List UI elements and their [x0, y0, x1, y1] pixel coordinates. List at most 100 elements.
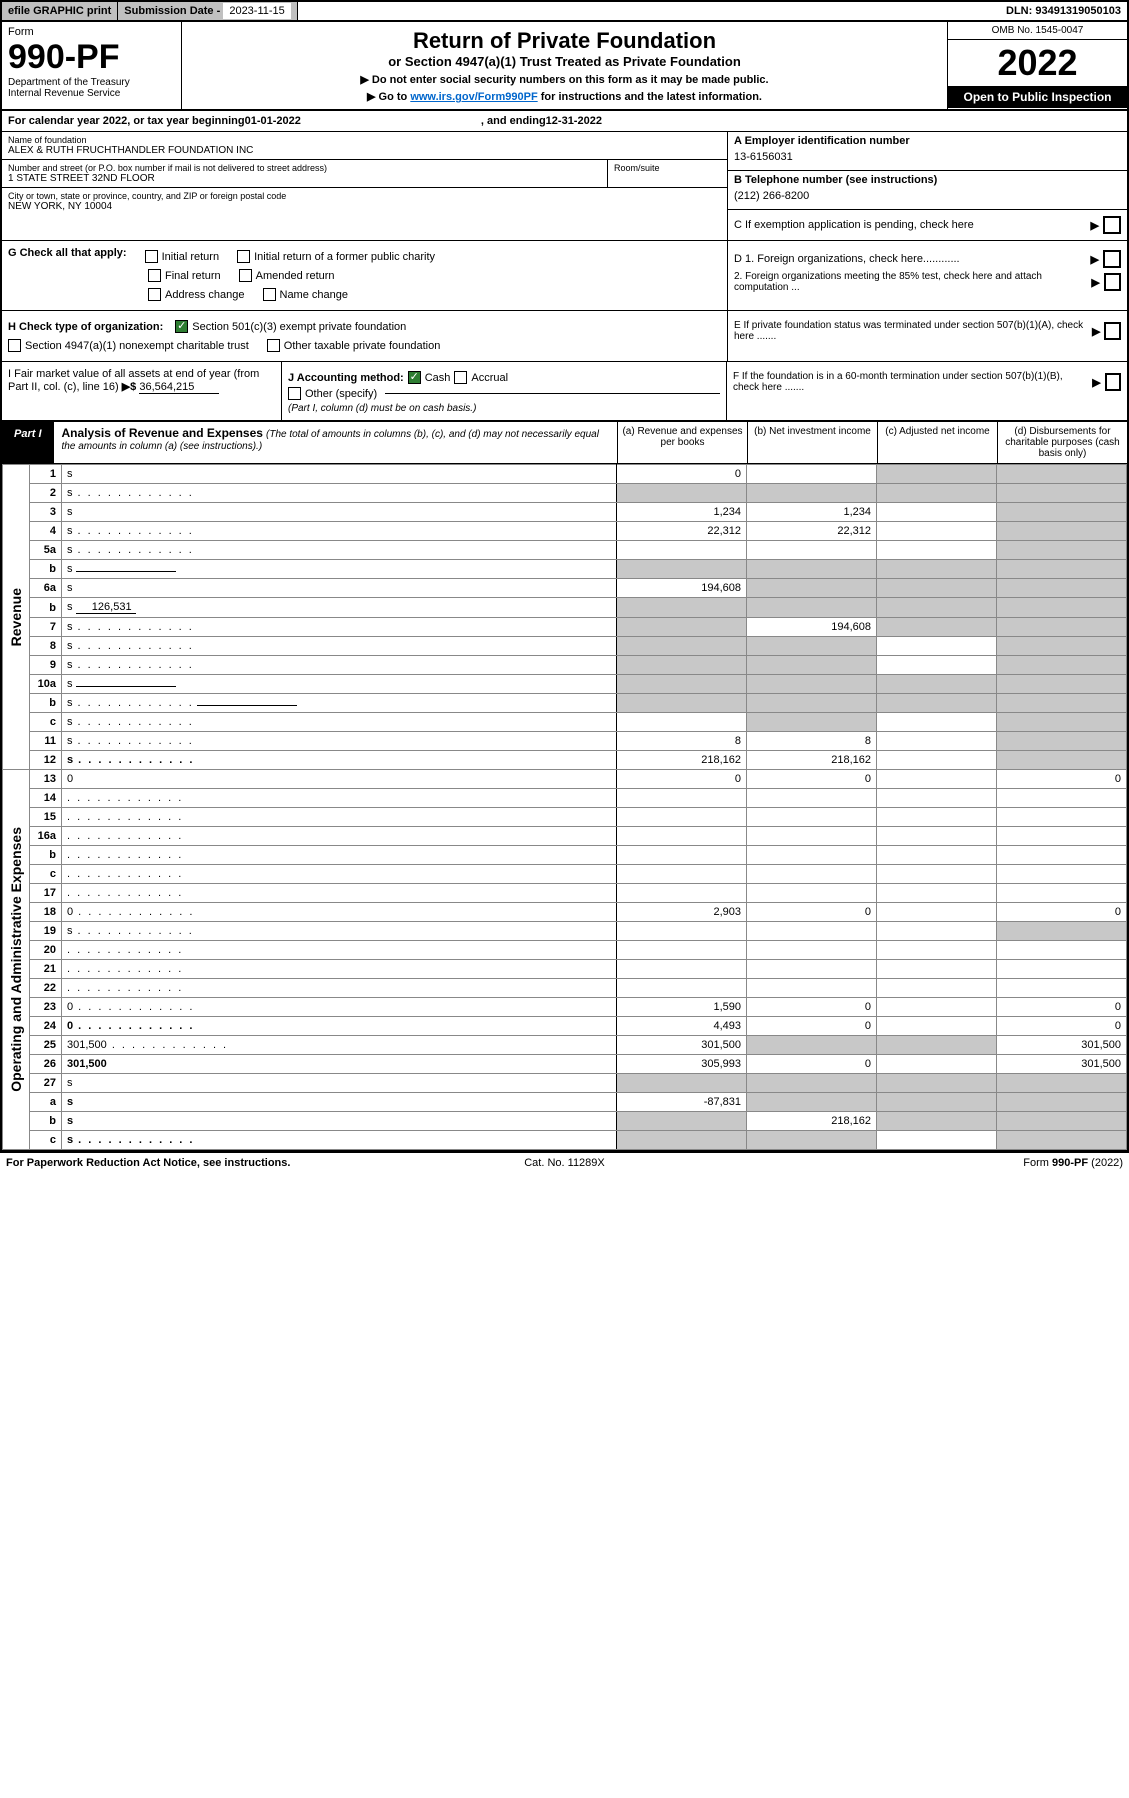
c-checkbox[interactable]: [1103, 216, 1121, 234]
grid-cell: [997, 1074, 1127, 1093]
city-label: City or town, state or province, country…: [8, 191, 721, 201]
g-row: G Check all that apply: Initial return I…: [8, 247, 721, 266]
h-other-taxable[interactable]: Other taxable private foundation: [267, 339, 441, 352]
line-number: 20: [30, 941, 62, 960]
grid-cell: [617, 808, 747, 827]
line-number: b: [30, 1112, 62, 1131]
efile-label[interactable]: efile GRAPHIC print: [2, 2, 118, 20]
grid-cell: [747, 484, 877, 503]
grid-cell: 0: [997, 903, 1127, 922]
line-number: 21: [30, 960, 62, 979]
d1-checkbox[interactable]: [1103, 250, 1121, 268]
line-desc: 301,500: [62, 1055, 617, 1074]
grid-cell: 0: [747, 998, 877, 1017]
f-checkbox[interactable]: [1105, 373, 1121, 391]
g-name-change[interactable]: Name change: [263, 288, 349, 301]
g-label: G Check all that apply:: [8, 247, 127, 266]
table-row: 20: [3, 941, 1127, 960]
grid-cell: [997, 484, 1127, 503]
h-4947[interactable]: Section 4947(a)(1) nonexempt charitable …: [8, 339, 249, 352]
col-d-hdr: (d) Disbursements for charitable purpose…: [997, 422, 1127, 463]
grid-cell: [877, 675, 997, 694]
ein-label: A Employer identification number: [734, 135, 1121, 147]
grid-cell: [997, 732, 1127, 751]
grid-cell: -87,831: [617, 1093, 747, 1112]
grid-cell: [997, 579, 1127, 598]
grid-cell: [997, 675, 1127, 694]
grid-cell: [997, 1112, 1127, 1131]
h-o3: Other taxable private foundation: [284, 340, 441, 352]
line-desc: s: [62, 541, 617, 560]
form990pf-link[interactable]: www.irs.gov/Form990PF: [410, 91, 537, 103]
grid-cell: [877, 903, 997, 922]
line-desc: s: [62, 694, 617, 713]
table-row: 17: [3, 884, 1127, 903]
j-cash: Cash: [425, 372, 451, 384]
tel-field: B Telephone number (see instructions) (2…: [728, 171, 1127, 210]
grid-cell: 0: [617, 465, 747, 484]
table-row: 1802,90300: [3, 903, 1127, 922]
g-o5: Address change: [165, 289, 245, 301]
line-number: 19: [30, 922, 62, 941]
f-block: F If the foundation is in a 60-month ter…: [727, 362, 1127, 420]
h-501c3[interactable]: Section 501(c)(3) exempt private foundat…: [175, 320, 406, 333]
entity-left: Name of foundation ALEX & RUTH FRUCHTHAN…: [2, 132, 727, 240]
ein-field: A Employer identification number 13-6156…: [728, 132, 1127, 171]
line-number: 14: [30, 789, 62, 808]
entity-right: A Employer identification number 13-6156…: [727, 132, 1127, 240]
grid-cell: [997, 694, 1127, 713]
col-c-hdr: (c) Adjusted net income: [877, 422, 997, 463]
grid-cell: [617, 560, 747, 579]
grid-cell: [877, 751, 997, 770]
g-amended[interactable]: Amended return: [239, 269, 335, 282]
grid-cell: [997, 503, 1127, 522]
grid-cell: [877, 732, 997, 751]
dln: DLN: 93491319050103: [1000, 2, 1127, 20]
g-initial-former[interactable]: Initial return of a former public charit…: [237, 250, 435, 263]
d2: 2. Foreign organizations meeting the 85%…: [734, 271, 1121, 293]
table-row: 7s194,608: [3, 618, 1127, 637]
j-accounting: J Accounting method: Cash Accrual Other …: [282, 362, 727, 420]
g-final[interactable]: Final return: [148, 269, 221, 282]
e-block: E If private foundation status was termi…: [727, 311, 1127, 361]
d2-checkbox[interactable]: [1104, 273, 1121, 291]
header-mid: Return of Private Foundation or Section …: [182, 22, 947, 109]
g-initial[interactable]: Initial return: [145, 250, 219, 263]
grid-cell: [617, 675, 747, 694]
room-label: Room/suite: [614, 163, 721, 173]
j-accrual-checkbox[interactable]: [454, 371, 467, 384]
i-arrow: ▶$: [122, 381, 137, 393]
h-block: H Check type of organization: Section 50…: [2, 311, 727, 361]
grid-cell: [877, 827, 997, 846]
grid-cell: [747, 827, 877, 846]
e-terminated: E If private foundation status was termi…: [734, 320, 1121, 342]
line-desc: [62, 789, 617, 808]
line-number: 5a: [30, 541, 62, 560]
dln-label: DLN:: [1006, 5, 1035, 17]
j-other-checkbox[interactable]: [288, 387, 301, 400]
cal-spacer: [301, 115, 481, 127]
grid-cell: 0: [747, 770, 877, 789]
table-row: as-87,831: [3, 1093, 1127, 1112]
expenses-side-label: Operating and Administrative Expenses: [3, 770, 30, 1150]
line-number: 15: [30, 808, 62, 827]
form-number: 990-PF: [8, 38, 175, 77]
h-o1: Section 501(c)(3) exempt private foundat…: [192, 321, 406, 333]
grid-cell: 1,234: [747, 503, 877, 522]
col-headers: (a) Revenue and expenses per books (b) N…: [617, 422, 1127, 463]
grid-cell: [617, 789, 747, 808]
grid-cell: [997, 1131, 1127, 1150]
line-number: 16a: [30, 827, 62, 846]
j-note: (Part I, column (d) must be on cash basi…: [288, 403, 720, 414]
grid-cell: [877, 770, 997, 789]
line-number: 1: [30, 465, 62, 484]
i-fmv: I Fair market value of all assets at end…: [2, 362, 282, 420]
page-footer: For Paperwork Reduction Act Notice, see …: [0, 1152, 1129, 1173]
grid-cell: [617, 656, 747, 675]
j-cash-checkbox[interactable]: [408, 371, 421, 384]
entity-block: Name of foundation ALEX & RUTH FRUCHTHAN…: [2, 132, 1127, 241]
part1-title: Analysis of Revenue and Expenses: [62, 426, 263, 440]
e-checkbox[interactable]: [1104, 322, 1121, 340]
g-addr-change[interactable]: Address change: [148, 288, 245, 301]
tax-year: 2022: [948, 40, 1127, 86]
